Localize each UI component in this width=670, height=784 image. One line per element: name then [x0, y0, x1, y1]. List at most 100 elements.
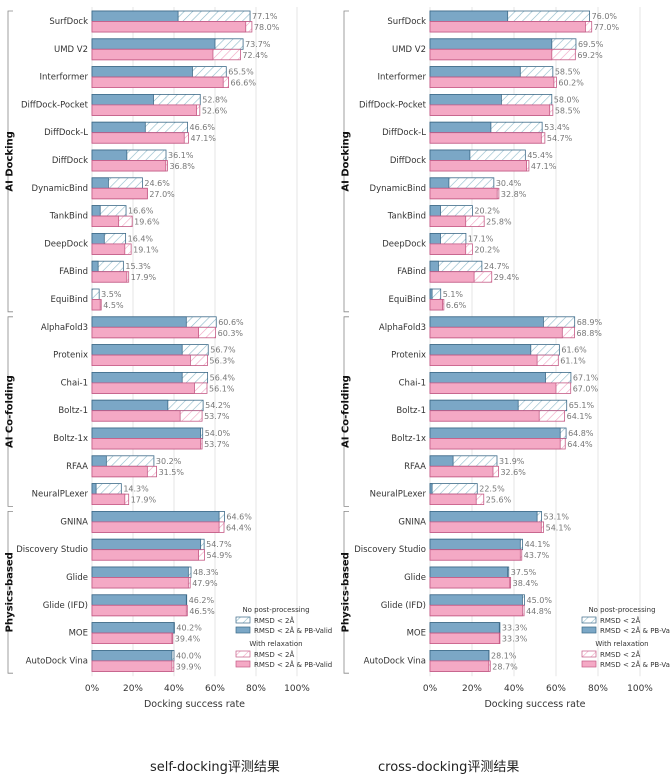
category-label-dynamicbind: DynamicBind — [370, 184, 426, 194]
bar-none-pbvalid-equibind — [429, 288, 433, 300]
value-label-relax-boltz-1: 64.1% — [567, 412, 593, 421]
value-label-relax-umd-v2: 69.2% — [577, 51, 603, 60]
value-label-none-diffdock-l: 46.6% — [190, 123, 216, 132]
category-label-boltz-1: Boltz-1 — [58, 406, 88, 416]
bar-none-pbvalid-interformer — [91, 66, 193, 78]
legend-swatch-none-pbvalid — [235, 626, 251, 634]
category-label-autodock-vina: AutoDock Vina — [364, 656, 426, 666]
bar-none-pbvalid-umd-v2 — [429, 38, 553, 50]
bar-none-pbvalid-glide-ifd — [91, 594, 187, 606]
x-tick-label: 0% — [423, 684, 438, 694]
value-label-relax-equibind: 6.6% — [446, 301, 467, 310]
bar-relax-pbvalid-protenix — [91, 354, 191, 367]
value-label-none-diffdock-pocket: 52.8% — [202, 95, 228, 104]
legend-swatch-relax-rmsd — [235, 650, 251, 658]
value-label-none-boltz-1x: 54.0% — [205, 429, 231, 438]
bar-none-pbvalid-discovery-studio — [429, 538, 521, 551]
group-bracket-physics-based — [343, 511, 349, 674]
value-label-none-dynamicbind: 30.4% — [496, 179, 522, 188]
bar-none-pbvalid-tankbind — [429, 205, 441, 217]
legend-swatch-none-pbvalid — [581, 626, 597, 634]
category-label-boltz-1x: Boltz-1x — [53, 434, 88, 444]
value-label-relax-dynamicbind: 27.0% — [149, 190, 175, 199]
category-label-neuralplexer: NeuralPLexer — [370, 490, 427, 500]
bar-none-pbvalid-surfdock — [91, 10, 179, 22]
value-label-relax-diffdock-l: 54.7% — [547, 134, 573, 143]
bar-relax-pbvalid-chai-1 — [429, 382, 557, 394]
bar-none-pbvalid-diffdock — [91, 149, 128, 161]
category-label-diffdock: DiffDock — [390, 156, 426, 166]
bar-relax-pbvalid-diffdock-l — [91, 132, 185, 144]
bar-relax-pbvalid-umd-v2 — [429, 48, 553, 61]
group-label-ai-co-folding: AI Co-folding — [341, 375, 352, 448]
category-label-deepdock: DeepDock — [44, 239, 88, 249]
bar-none-pbvalid-dynamicbind — [429, 177, 450, 189]
category-label-fabind: FABind — [397, 267, 426, 277]
value-label-none-protenix: 61.6% — [561, 346, 587, 355]
bar-relax-pbvalid-boltz-1x — [429, 438, 561, 450]
bar-relax-pbvalid-equibind — [429, 299, 444, 311]
group-bracket-physics-based — [7, 511, 13, 674]
bar-relax-pbvalid-glide — [91, 577, 189, 589]
bar-none-pbvalid-autodock-vina — [429, 650, 490, 662]
legend-label-none-pbvalid: RMSD < 2Å & PB-Valid — [600, 626, 670, 635]
category-label-boltz-1: Boltz-1 — [396, 406, 426, 416]
bar-none-pbvalid-alphafold3 — [429, 316, 544, 328]
category-label-moe: MOE — [69, 629, 88, 639]
category-label-gnina: GNINA — [398, 517, 426, 527]
value-label-none-fabind: 24.7% — [484, 262, 510, 271]
x-axis-label: Docking success rate — [144, 699, 245, 710]
x-tick-label: 80% — [246, 684, 266, 694]
bar-relax-pbvalid-boltz-1 — [91, 410, 181, 422]
value-label-none-tankbind: 16.6% — [128, 207, 154, 216]
bar-relax-pbvalid-interformer — [91, 76, 224, 88]
value-label-none-umd-v2: 73.7% — [245, 40, 271, 49]
bar-relax-pbvalid-glide-ifd — [91, 604, 187, 617]
category-label-neuralplexer: NeuralPLexer — [32, 490, 89, 500]
value-label-none-deepdock: 16.4% — [128, 234, 154, 243]
bar-relax-pbvalid-autodock-vina — [91, 660, 173, 672]
value-label-relax-diffdock-pocket: 52.6% — [202, 106, 228, 115]
bar-none-pbvalid-boltz-1x — [91, 427, 202, 439]
bar-none-pbvalid-moe — [91, 622, 175, 634]
value-label-none-moe: 40.2% — [176, 624, 202, 633]
value-label-none-glide-ifd: 46.2% — [189, 596, 215, 605]
bar-relax-pbvalid-tankbind — [91, 215, 120, 228]
value-label-none-tankbind: 20.2% — [474, 207, 500, 216]
value-label-relax-surfdock: 78.0% — [254, 23, 280, 32]
category-label-autodock-vina: AutoDock Vina — [26, 656, 88, 666]
bar-relax-pbvalid-gnina — [91, 521, 220, 533]
category-label-alphafold3: AlphaFold3 — [41, 323, 88, 333]
value-label-relax-glide-ifd: 46.5% — [189, 607, 215, 616]
bar-relax-pbvalid-gnina — [429, 521, 542, 533]
legend-title-none: No post-processing — [588, 606, 655, 614]
x-tick-label: 100% — [284, 684, 310, 694]
bar-relax-pbvalid-boltz-1x — [91, 438, 202, 450]
category-label-glide-ifd: Glide (IFD) — [381, 601, 426, 611]
category-label-rfaa: RFAA — [404, 462, 426, 472]
bar-relax-pbvalid-boltz-1 — [429, 410, 540, 422]
value-label-none-autodock-vina: 40.0% — [176, 651, 202, 660]
bar-relax-pbvalid-autodock-vina — [429, 660, 490, 672]
value-label-none-autodock-vina: 28.1% — [491, 651, 517, 660]
value-label-none-glide: 37.5% — [511, 568, 537, 577]
value-label-none-protenix: 56.7% — [210, 346, 236, 355]
x-tick-label: 20% — [462, 684, 482, 694]
value-label-relax-protenix: 61.1% — [560, 357, 586, 366]
bar-relax-pbvalid-diffdock-l — [429, 132, 542, 144]
value-label-none-diffdock-l: 53.4% — [544, 123, 570, 132]
category-label-chai-1: Chai-1 — [399, 378, 426, 388]
value-label-none-diffdock: 36.1% — [168, 151, 194, 160]
value-label-relax-neuralplexer: 17.9% — [131, 496, 157, 505]
group-label-physics-based: Physics-based — [5, 552, 16, 632]
bar-relax-pbvalid-moe — [91, 632, 173, 644]
bar-none-pbvalid-boltz-1 — [429, 399, 519, 412]
category-label-alphafold3: AlphaFold3 — [379, 323, 426, 333]
bar-none-pbvalid-deepdock — [429, 232, 441, 245]
category-label-gnina: GNINA — [60, 517, 88, 527]
category-label-tankbind: TankBind — [49, 212, 88, 222]
value-label-relax-umd-v2: 72.4% — [242, 51, 268, 60]
value-label-none-gnina: 53.1% — [544, 512, 570, 521]
x-tick-label: 60% — [546, 684, 566, 694]
legend-label-relax-rmsd: RMSD < 2Å — [600, 650, 641, 659]
